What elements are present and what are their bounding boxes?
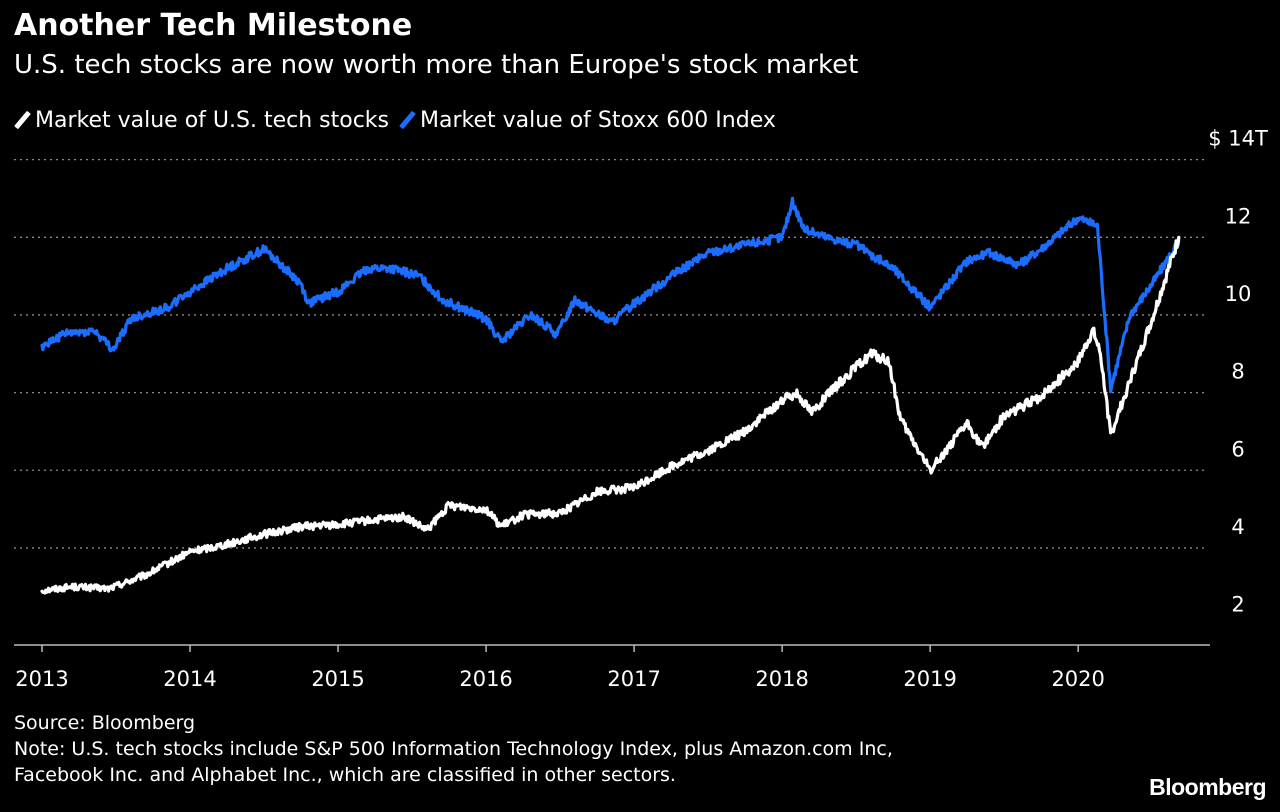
y-tick-label: 10 bbox=[1225, 282, 1252, 306]
y-tick-label: $ 14T bbox=[1208, 127, 1268, 151]
x-tick-label: 2016 bbox=[459, 667, 512, 691]
x-tick-label: 2014 bbox=[163, 667, 216, 691]
x-tick-label: 2013 bbox=[15, 667, 68, 691]
x-tick-label: 2019 bbox=[903, 667, 956, 691]
chart-subtitle: U.S. tech stocks are now worth more than… bbox=[14, 50, 859, 80]
series-line-us-tech bbox=[40, 235, 1181, 595]
x-tick-label: 2017 bbox=[607, 667, 660, 691]
bloomberg-logo: Bloomberg bbox=[1149, 774, 1266, 800]
x-tick-label: 2015 bbox=[311, 667, 364, 691]
chart-footer: Source: Bloomberg Note: U.S. tech stocks… bbox=[14, 710, 893, 788]
note-line-1: Note: U.S. tech stocks include S&P 500 I… bbox=[14, 738, 893, 760]
chart-title: Another Tech Milestone bbox=[14, 8, 413, 43]
source-note: Source: Bloomberg bbox=[14, 712, 196, 734]
y-tick-label: 2 bbox=[1231, 593, 1244, 617]
series-line-stoxx bbox=[40, 196, 1181, 394]
legend: Market value of U.S. tech stocks Market … bbox=[14, 106, 786, 134]
legend-label-us-tech: Market value of U.S. tech stocks bbox=[35, 107, 389, 133]
legend-item-us-tech: Market value of U.S. tech stocks bbox=[14, 108, 389, 133]
note-line-2: Facebook Inc. and Alphabet Inc., which a… bbox=[14, 764, 676, 786]
x-tick-label: 2020 bbox=[1051, 667, 1104, 691]
legend-item-stoxx: Market value of Stoxx 600 Index bbox=[399, 108, 776, 133]
y-tick-label: 6 bbox=[1231, 437, 1244, 461]
y-tick-label: 8 bbox=[1231, 360, 1244, 384]
y-tick-label: 12 bbox=[1225, 204, 1252, 228]
legend-label-stoxx: Market value of Stoxx 600 Index bbox=[420, 107, 776, 133]
x-tick-label: 2018 bbox=[755, 667, 808, 691]
y-tick-label: 4 bbox=[1231, 515, 1244, 539]
